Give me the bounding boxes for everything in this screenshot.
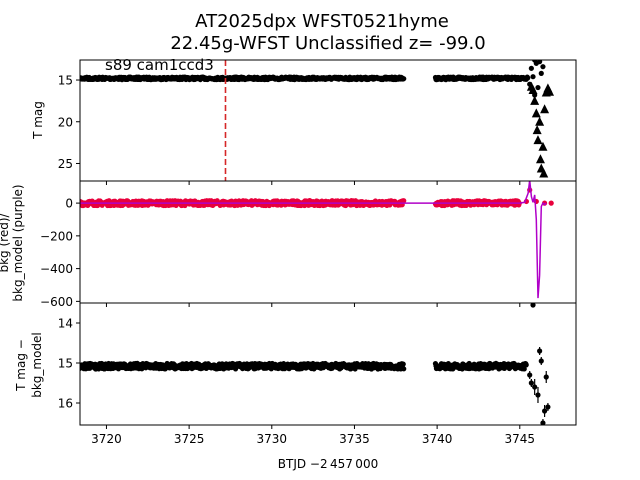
upper-limit-marker (535, 154, 545, 164)
plot-area (80, 303, 551, 425)
x-axis-label: BTJD −2 457 000 (278, 457, 378, 471)
x-tick-label: 3745 (505, 432, 536, 446)
tail-point (540, 420, 546, 425)
tail-point (528, 65, 534, 71)
tail-point (543, 374, 549, 380)
upper-limit-marker (533, 135, 543, 145)
tail-point (532, 384, 538, 390)
bkg-point (548, 200, 554, 206)
middle-panel-background: 0 −200 −400 −600 (40, 180, 577, 309)
upper-limit-marker (530, 95, 540, 105)
bottom-panel-corrected-magnitude: 14 15 16 3720 3725 3730 3735 3740 3745 (58, 302, 577, 446)
data-point (400, 361, 406, 367)
x-tick-label: 3720 (91, 432, 122, 446)
bottom-ylabel-line1: T mag − (14, 339, 28, 392)
y-tick-label: −200 (40, 229, 73, 243)
upper-limit-marker (545, 86, 555, 96)
x-tick-label: 3725 (174, 432, 205, 446)
y-tick-label: 15 (58, 357, 73, 371)
tail-point (540, 64, 546, 70)
y-tick-label: 16 (58, 397, 73, 411)
y-tick-label: −400 (40, 262, 73, 276)
middle-ylabel-line1: bkg (red)/ (0, 213, 11, 273)
y-tick-label: 25 (58, 157, 73, 171)
data-point (521, 366, 527, 372)
upper-limit-marker (539, 168, 549, 178)
x-tick-label: 3740 (422, 432, 453, 446)
x-tick-label: 3735 (339, 432, 370, 446)
bkg-point (401, 198, 407, 204)
top-ylabel: T mag (31, 101, 45, 140)
data-point (523, 362, 529, 368)
tail-point (538, 358, 544, 364)
upper-limit-marker (528, 85, 538, 95)
tail-point (532, 60, 538, 63)
upper-limit-marker (531, 108, 541, 118)
tail-point (538, 70, 544, 76)
y-tick-label: 14 (58, 317, 73, 331)
plot-area (80, 181, 554, 299)
tail-point (527, 372, 533, 378)
tail-point (528, 380, 534, 386)
y-tick-label: −600 (40, 295, 73, 309)
tail-point (545, 404, 551, 410)
y-tick-label: 15 (58, 74, 73, 88)
bottom-ylabel-line2: bkg_model (30, 332, 44, 398)
panel-annotation-sector: s89 cam1ccd3 (105, 56, 214, 74)
middle-ylabel-line2: bkg_model (purple) (11, 184, 25, 301)
y-tick-label: 0 (65, 197, 73, 211)
upper-limit-marker (540, 104, 550, 114)
tail-point (535, 84, 541, 91)
top-panel-magnitude: 15 20 25 (58, 59, 577, 185)
upper-limit-marker (535, 116, 545, 126)
tail-point (537, 60, 543, 65)
tail-point (541, 408, 548, 414)
plot-area (80, 60, 555, 181)
panel-frame (79, 302, 577, 426)
upper-limit-marker (532, 125, 542, 135)
data-point (401, 366, 407, 372)
data-point (525, 75, 531, 81)
tail-point (535, 392, 541, 398)
tail-point (537, 348, 543, 354)
upper-limit-marker (538, 141, 548, 151)
figure-title-line2: 22.45g-WFST Unclassified z= -99.0 (170, 33, 485, 54)
tail-point (530, 74, 536, 80)
bkg-model-line (80, 181, 547, 299)
data-point (401, 76, 407, 82)
figure-title-line1: AT2025dpx WFST0521hyme (195, 11, 449, 32)
x-tick-label: 3730 (257, 432, 288, 446)
y-tick-label: 20 (58, 115, 73, 129)
tail-point (530, 303, 536, 308)
